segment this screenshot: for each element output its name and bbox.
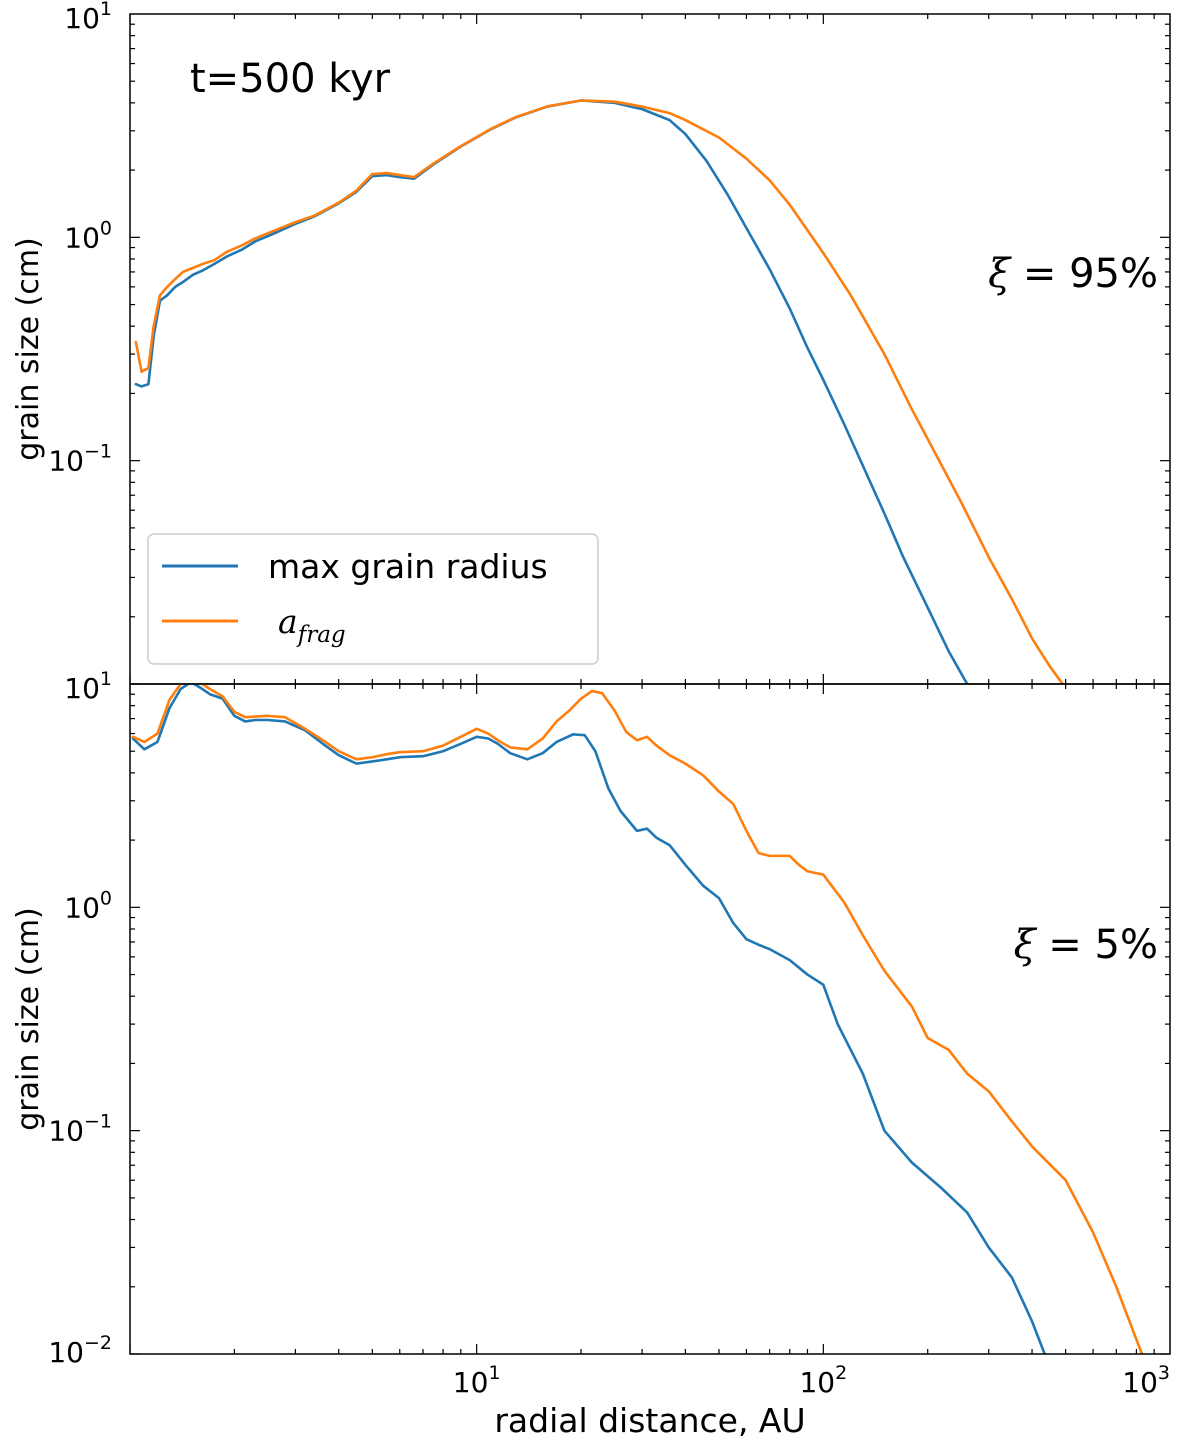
top-y-tick-label-base: 10 (48, 445, 84, 478)
top-xi-annotation: ξ = 95% (988, 251, 1158, 297)
bottom-y-axis-label: grain size (cm) (11, 907, 46, 1130)
x-tick-label-exp: 3 (1158, 1362, 1170, 1384)
top-series-line-a-frag (134, 99, 1064, 684)
x-tick-label-base: 10 (1122, 1366, 1158, 1399)
x-tick-label-base: 10 (799, 1366, 835, 1399)
x-tick-label: 102 (799, 1362, 847, 1399)
x-tick-label-exp: 2 (835, 1362, 847, 1384)
bottom-xi-value: = 5% (1036, 922, 1158, 968)
bottom-y-tick-label-base: 10 (64, 891, 100, 924)
top-y-tick-label: 101 (64, 0, 112, 35)
x-tick-label: 101 (453, 1362, 501, 1399)
x-tick-label-exp: 1 (488, 1362, 500, 1384)
legend-a-frag-base: a (278, 602, 298, 641)
legend-a-frag-sub: frag (296, 622, 346, 648)
legend: max grain radius afrag (147, 533, 599, 665)
bottom-series-line-max-grain-radius (131, 684, 1046, 1354)
x-tick-label: 103 (1122, 1362, 1170, 1399)
bottom-y-tick-label-exp: 0 (100, 887, 112, 909)
bottom-y-tick-label-exp: −2 (84, 1332, 112, 1354)
bottom-y-tick-label-exp: 1 (100, 668, 112, 690)
bottom-y-tick-label-base: 10 (48, 1115, 84, 1148)
bottom-y-tick-label: 10−2 (48, 1332, 112, 1369)
bottom-plot-frame (129, 683, 1171, 1355)
x-tick-label-base: 10 (453, 1366, 489, 1399)
bottom-y-tick-label-base: 10 (64, 672, 100, 705)
bottom-y-tick-label: 10−1 (48, 1111, 112, 1148)
x-axis-label: radial distance, AU (494, 1401, 805, 1440)
top-y-tick-label-exp: −1 (84, 441, 112, 463)
legend-frame (147, 533, 599, 665)
top-y-tick-label-base: 10 (64, 2, 100, 35)
panel-title: t=500 kyr (190, 56, 391, 102)
top-y-tick-label-exp: 0 (100, 217, 112, 239)
bottom-xi-annotation: ξ = 5% (1014, 922, 1158, 968)
bottom-y-tick-label: 100 (64, 887, 112, 924)
top-y-axis-label: grain size (cm) (11, 237, 46, 460)
bottom-y-tick-label: 101 (64, 668, 112, 705)
legend-label-max-grain-radius: max grain radius (268, 547, 548, 586)
top-y-tick-label: 10−1 (48, 441, 112, 478)
bottom-series-line-a-frag (131, 684, 1144, 1354)
top-y-tick-label-base: 10 (64, 221, 100, 254)
top-y-tick-label: 100 (64, 217, 112, 254)
top-xi-symbol: ξ (988, 251, 1012, 297)
top-y-tick-label-exp: 1 (100, 0, 112, 20)
top-xi-value: = 95% (1010, 251, 1158, 297)
bottom-y-tick-label-base: 10 (48, 1336, 84, 1369)
bottom-xi-symbol: ξ (1014, 922, 1038, 968)
legend-label-a-frag: afrag (278, 602, 346, 648)
bottom-y-tick-label-exp: −1 (84, 1111, 112, 1133)
